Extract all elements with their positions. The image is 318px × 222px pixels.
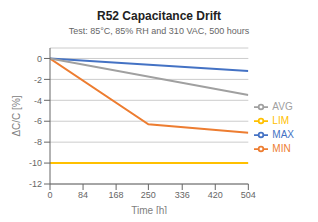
html-text:R52 Capacitance Drift: R52 Capacitance Drift [97,9,221,23]
svg-text:504: 504 [241,190,256,200]
svg-text:168: 168 [109,190,124,200]
html-text:MIN: MIN [272,142,291,154]
svg-text:-12: -12 [29,179,42,189]
svg-text:ΔC/C [%]: ΔC/C [%] [11,95,22,136]
svg-text:-4: -4 [34,96,42,106]
svg-text:-8: -8 [34,137,42,147]
svg-text:-10: -10 [29,158,42,168]
svg-text:84: 84 [78,190,88,200]
svg-text:250: 250 [141,190,156,200]
svg-text:0: 0 [37,54,42,64]
html-text:AVG: AVG [272,100,293,112]
html-text:LIM: LIM [272,114,289,126]
svg-text:-2: -2 [34,75,42,85]
svg-text:0: 0 [47,190,52,200]
svg-text:420: 420 [208,190,223,200]
html-text:MAX: MAX [272,128,294,140]
svg-text:Time [h]: Time [h] [131,205,167,214]
html-text:Test: 85°C, 85% RH and 310 VAC: Test: 85°C, 85% RH and 310 VAC, 500 hour… [68,26,250,36]
svg-text:-6: -6 [34,116,42,126]
svg-text:336: 336 [175,190,190,200]
